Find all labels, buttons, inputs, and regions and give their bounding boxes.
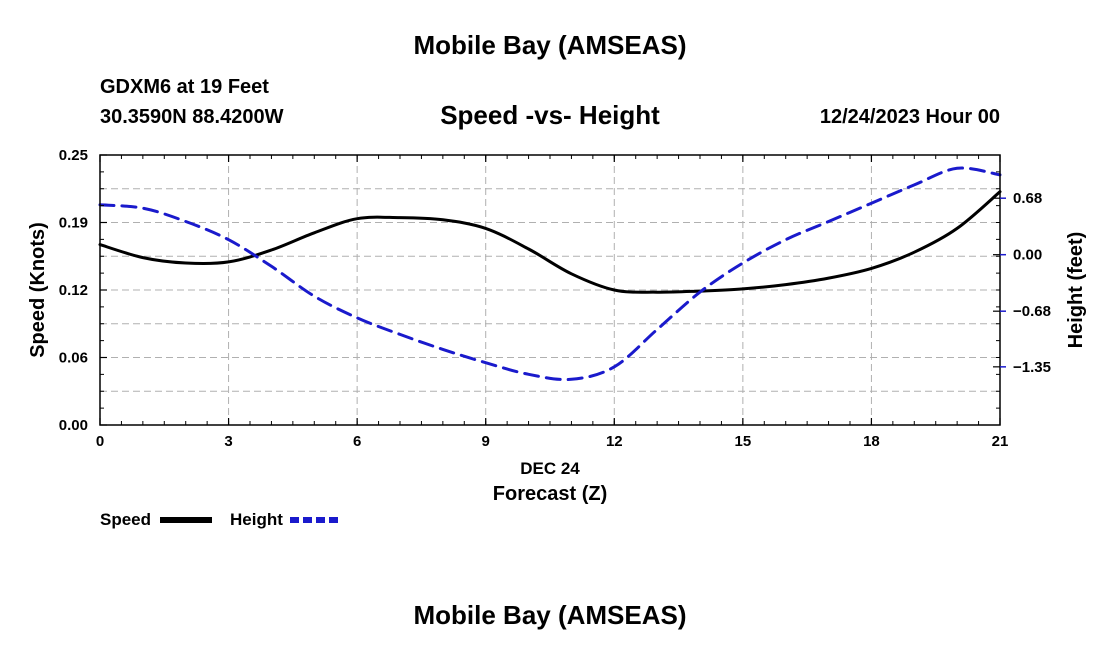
speed-series-line — [98, 190, 1002, 294]
chart-title-bottom: Mobile Bay (AMSEAS) — [413, 600, 687, 630]
y-axis-left-label: Speed (Knots) — [27, 222, 49, 358]
y-left-tick-label: 0.25 — [59, 147, 88, 164]
series-layer — [98, 166, 1002, 382]
x-tick-label: 12 — [606, 433, 623, 450]
y-left-tick-label: 0.12 — [59, 282, 88, 299]
y-left-tick-label: 0.00 — [59, 417, 88, 434]
axis-ticks: 0 3 6 9 12 15 18 21 0.00 0.06 0.12 0.19 0.25 0.68 0.00… — [59, 147, 1051, 450]
x-tick-label: 21 — [992, 433, 1009, 450]
y-right-tick-label: −1.35 — [1013, 359, 1051, 376]
x-tick-label: 15 — [735, 433, 752, 450]
chart-subtitle: Speed -vs- Height — [440, 100, 660, 130]
legend: Speed Height — [100, 510, 342, 529]
y-axis-right-label: Height (feet) — [1065, 232, 1087, 349]
x-axis-date-label: DEC 24 — [520, 459, 580, 478]
x-tick-label: 18 — [863, 433, 880, 450]
legend-speed-label: Speed — [100, 510, 151, 529]
height-series-line — [98, 166, 1002, 382]
y-left-tick-label: 0.06 — [59, 350, 88, 367]
y-right-tick-label: 0.00 — [1013, 247, 1042, 264]
speed-height-chart: 0 3 6 9 12 15 18 21 0.00 0.06 0.12 0.19 0.25 0.68 0.00… — [27, 147, 1087, 529]
y-right-tick-label: 0.68 — [1013, 190, 1042, 207]
legend-height-label: Height — [230, 510, 283, 529]
chart-title-top: Mobile Bay (AMSEAS) — [413, 30, 687, 60]
station-coordinates: 30.3590N 88.4200W — [100, 106, 284, 128]
y-left-tick-label: 0.19 — [59, 215, 88, 232]
x-axis-label: Forecast (Z) — [493, 483, 607, 505]
station-name: GDXM6 at 19 Feet — [100, 76, 269, 98]
x-tick-label: 9 — [482, 433, 490, 450]
y-right-tick-label: −0.68 — [1013, 303, 1051, 320]
x-tick-label: 3 — [224, 433, 232, 450]
x-tick-label: 0 — [96, 433, 104, 450]
forecast-datetime: 12/24/2023 Hour 00 — [819, 106, 1000, 128]
x-tick-label: 6 — [353, 433, 361, 450]
grid-lines — [100, 155, 1000, 425]
